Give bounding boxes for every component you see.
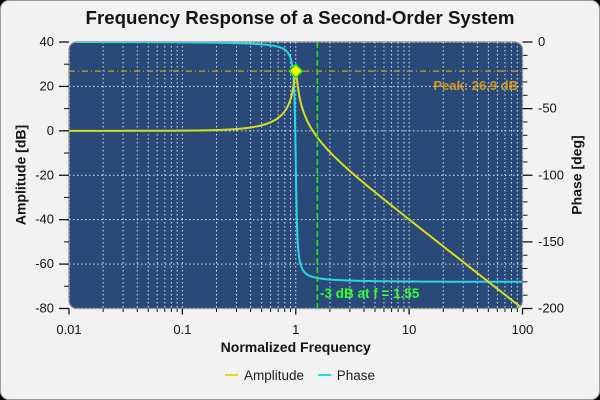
svg-text:1: 1 bbox=[292, 322, 299, 337]
svg-text:20: 20 bbox=[40, 78, 54, 93]
svg-text:-40: -40 bbox=[35, 212, 54, 227]
svg-text:-60: -60 bbox=[35, 256, 54, 271]
svg-text:0: 0 bbox=[538, 34, 545, 49]
svg-text:0: 0 bbox=[47, 123, 54, 138]
svg-text:-200: -200 bbox=[538, 301, 564, 316]
svg-text:-3 dB at f = 1.55: -3 dB at f = 1.55 bbox=[320, 286, 420, 301]
svg-text:40: 40 bbox=[40, 34, 54, 49]
svg-text:Peak: 26.9 dB: Peak: 26.9 dB bbox=[433, 78, 518, 93]
svg-text:-20: -20 bbox=[35, 167, 54, 182]
svg-text:0.1: 0.1 bbox=[173, 322, 191, 337]
svg-text:100: 100 bbox=[512, 322, 534, 337]
svg-text:0.01: 0.01 bbox=[56, 322, 81, 337]
svg-text:-100: -100 bbox=[538, 167, 564, 182]
svg-text:-150: -150 bbox=[538, 234, 564, 249]
svg-text:10: 10 bbox=[402, 322, 416, 337]
svg-text:-80: -80 bbox=[35, 301, 54, 316]
svg-text:-50: -50 bbox=[538, 101, 557, 116]
